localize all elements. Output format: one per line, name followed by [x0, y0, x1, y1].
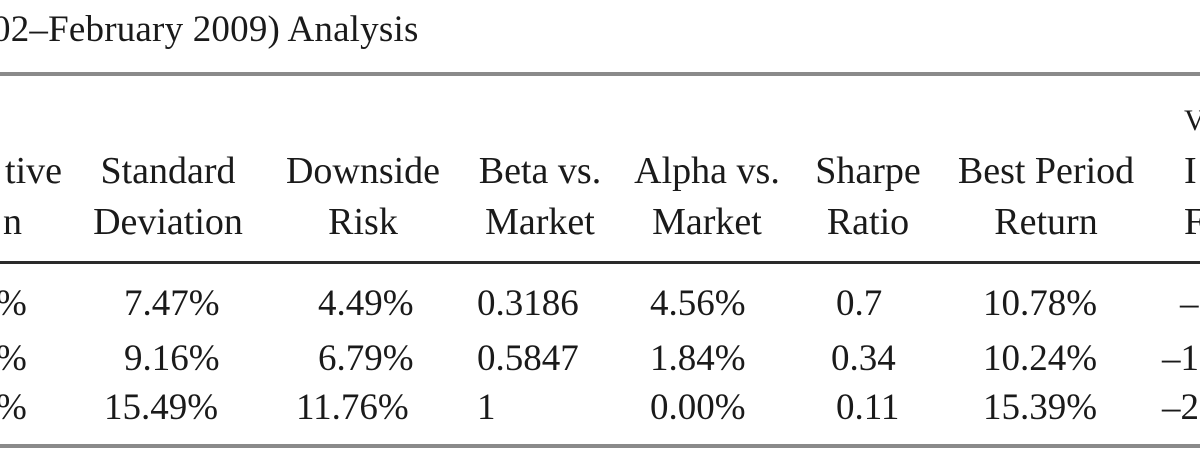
header-line: Deviation — [93, 201, 243, 243]
header-line: Downside — [285, 150, 441, 192]
column-header-standard-deviation: Standard Deviation — [86, 146, 250, 248]
cell-sharpe: 0.7 — [836, 283, 883, 324]
header-line: Alpha vs. — [634, 150, 780, 192]
header-line: Risk — [328, 201, 398, 243]
cell-sharpe: 0.34 — [831, 338, 896, 379]
header-rule — [0, 261, 1200, 264]
cell-downside-risk: 4.49% — [318, 283, 414, 324]
cell-cumulative-return: % — [0, 385, 27, 431]
header-line: Sharpe — [815, 150, 921, 192]
cell-worst-period: – — [1180, 283, 1199, 324]
header-line: Market — [652, 201, 762, 243]
cell-beta: 0.5847 — [477, 338, 579, 379]
header-line: Best Period — [957, 150, 1135, 192]
header-line: Return — [994, 201, 1098, 243]
bottom-rule — [0, 444, 1200, 448]
cell-alpha: 1.84% — [650, 338, 746, 379]
header-line: Ratio — [826, 201, 910, 243]
cell-alpha: 0.00% — [650, 387, 746, 428]
column-header-downside-risk: Downside Risk — [278, 146, 448, 248]
cell-beta: 0.3186 — [477, 283, 579, 324]
column-header-best-period-return: Best Period Return — [948, 146, 1144, 248]
cell-standard-deviation: 9.16% — [124, 338, 220, 379]
column-header-sharpe-ratio: Sharpe Ratio — [806, 146, 930, 248]
cell-sharpe: 0.11 — [836, 387, 900, 428]
cell-beta: 1 — [477, 387, 496, 428]
header-line: V — [1184, 104, 1200, 137]
cell-best-period: 10.24% — [983, 338, 1098, 379]
column-header-beta-vs-market: Beta vs. Market — [474, 146, 606, 248]
column-header-worst-period-return: V I F — [1184, 96, 1200, 248]
header-line: F — [1184, 201, 1200, 243]
cell-worst-period: –1 — [1162, 338, 1199, 379]
header-line: Market — [485, 201, 595, 243]
cell-cumulative-return: % — [0, 336, 27, 382]
cell-cumulative-return: % — [0, 281, 27, 327]
header-line: n — [3, 201, 22, 243]
header-line: I — [1184, 150, 1197, 192]
column-header-alpha-vs-market: Alpha vs. Market — [626, 146, 788, 248]
table-caption: 02–February 2009) Analysis — [0, 9, 419, 50]
header-line: Standard — [100, 150, 236, 192]
header-line: Beta vs. — [478, 150, 602, 192]
cell-standard-deviation: 7.47% — [124, 283, 220, 324]
cell-worst-period: –2 — [1162, 387, 1199, 428]
cell-best-period: 10.78% — [983, 283, 1098, 324]
cell-standard-deviation: 15.49% — [104, 387, 219, 428]
cell-downside-risk: 11.76% — [296, 387, 409, 428]
cell-best-period: 15.39% — [983, 387, 1098, 428]
top-rule — [0, 72, 1200, 76]
header-line: tive — [5, 150, 62, 192]
cell-alpha: 4.56% — [650, 283, 746, 324]
column-header-cumulative-return: tive n — [0, 146, 62, 248]
cell-downside-risk: 6.79% — [318, 338, 414, 379]
